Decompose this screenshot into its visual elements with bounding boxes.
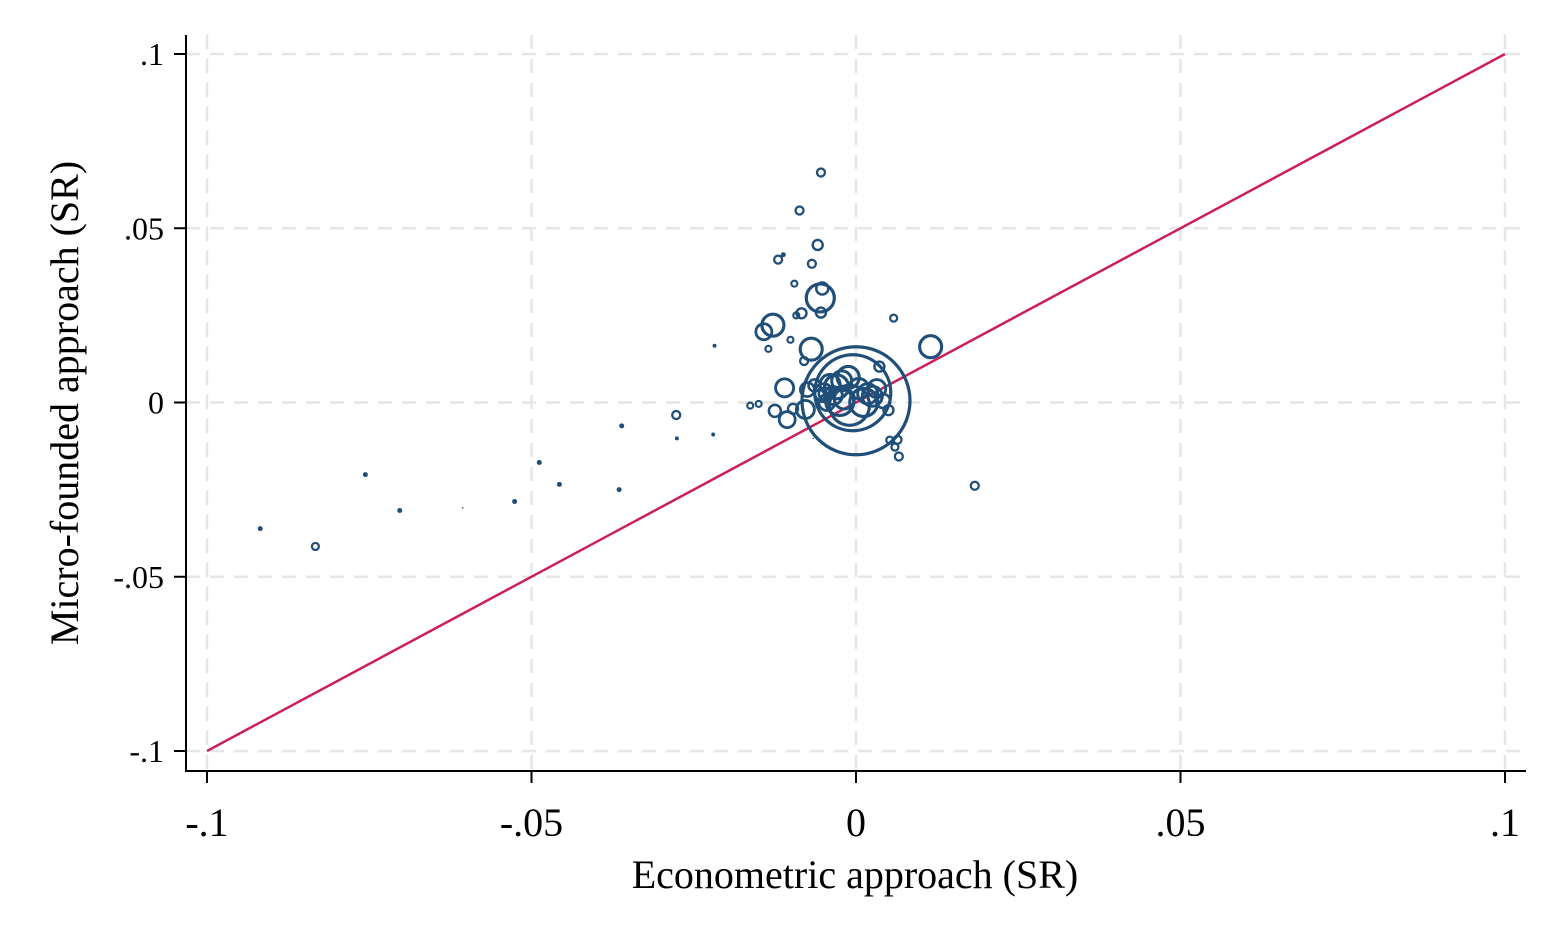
data-point	[798, 336, 824, 362]
data-point	[786, 402, 800, 415]
data-point	[800, 345, 912, 457]
data-point	[616, 487, 622, 493]
data-point	[746, 401, 755, 410]
data-point	[754, 322, 774, 342]
grid	[186, 35, 1526, 771]
x-axis-title: Econometric approach (SR)	[632, 852, 1079, 897]
data-point	[754, 399, 763, 408]
data-points	[257, 167, 980, 552]
data-point	[813, 353, 893, 433]
data-point	[882, 403, 895, 417]
axes	[174, 35, 1526, 783]
x-tick-label: -.05	[500, 800, 563, 845]
data-point	[772, 254, 784, 265]
data-point	[777, 410, 797, 429]
tick-labels: -.1 -.05 0 .05 .1 -.1 -.05 0 .05 .1	[113, 36, 1520, 845]
y-tick-label: .1	[140, 36, 164, 72]
y-tick-label: -.1	[129, 733, 164, 769]
data-point	[794, 205, 805, 216]
data-point	[760, 312, 786, 338]
data-point	[873, 360, 886, 373]
data-point	[774, 377, 796, 399]
data-point	[362, 472, 368, 478]
data-point	[764, 344, 773, 353]
data-point	[619, 423, 625, 429]
y-tick-label: 0	[148, 385, 164, 421]
y-tick-label: .05	[124, 210, 164, 246]
data-point	[892, 434, 903, 445]
data-point	[795, 307, 808, 320]
data-point	[786, 335, 795, 344]
x-tick-label: .1	[1490, 800, 1520, 845]
data-point	[806, 258, 818, 269]
data-point	[711, 432, 716, 437]
reference-line	[206, 52, 1506, 753]
data-point	[815, 167, 827, 178]
data-point	[780, 252, 786, 258]
data-point	[310, 541, 320, 552]
data-point	[512, 498, 518, 504]
data-point	[461, 506, 464, 509]
data-point	[536, 459, 542, 465]
data-point	[889, 313, 899, 323]
x-tick-label: -.1	[185, 800, 228, 845]
x-tick-label: 0	[846, 800, 866, 845]
data-point	[257, 526, 263, 532]
data-point	[767, 403, 783, 419]
y-tick-label: -.05	[113, 559, 164, 595]
data-point	[556, 481, 562, 487]
data-point	[674, 436, 679, 441]
data-point	[811, 238, 824, 252]
data-point	[812, 437, 814, 440]
data-point	[918, 334, 944, 360]
data-point	[712, 343, 717, 348]
data-point	[671, 409, 682, 421]
x-tick-label: .05	[1156, 800, 1206, 845]
data-point	[397, 508, 403, 514]
data-point	[814, 306, 828, 319]
data-point	[893, 451, 904, 462]
data-point	[969, 480, 980, 491]
reference-line-layer	[206, 52, 1506, 753]
data-point	[814, 281, 830, 296]
data-point	[790, 279, 799, 288]
y-axis-title: Micro-founded approach (SR)	[42, 161, 87, 645]
